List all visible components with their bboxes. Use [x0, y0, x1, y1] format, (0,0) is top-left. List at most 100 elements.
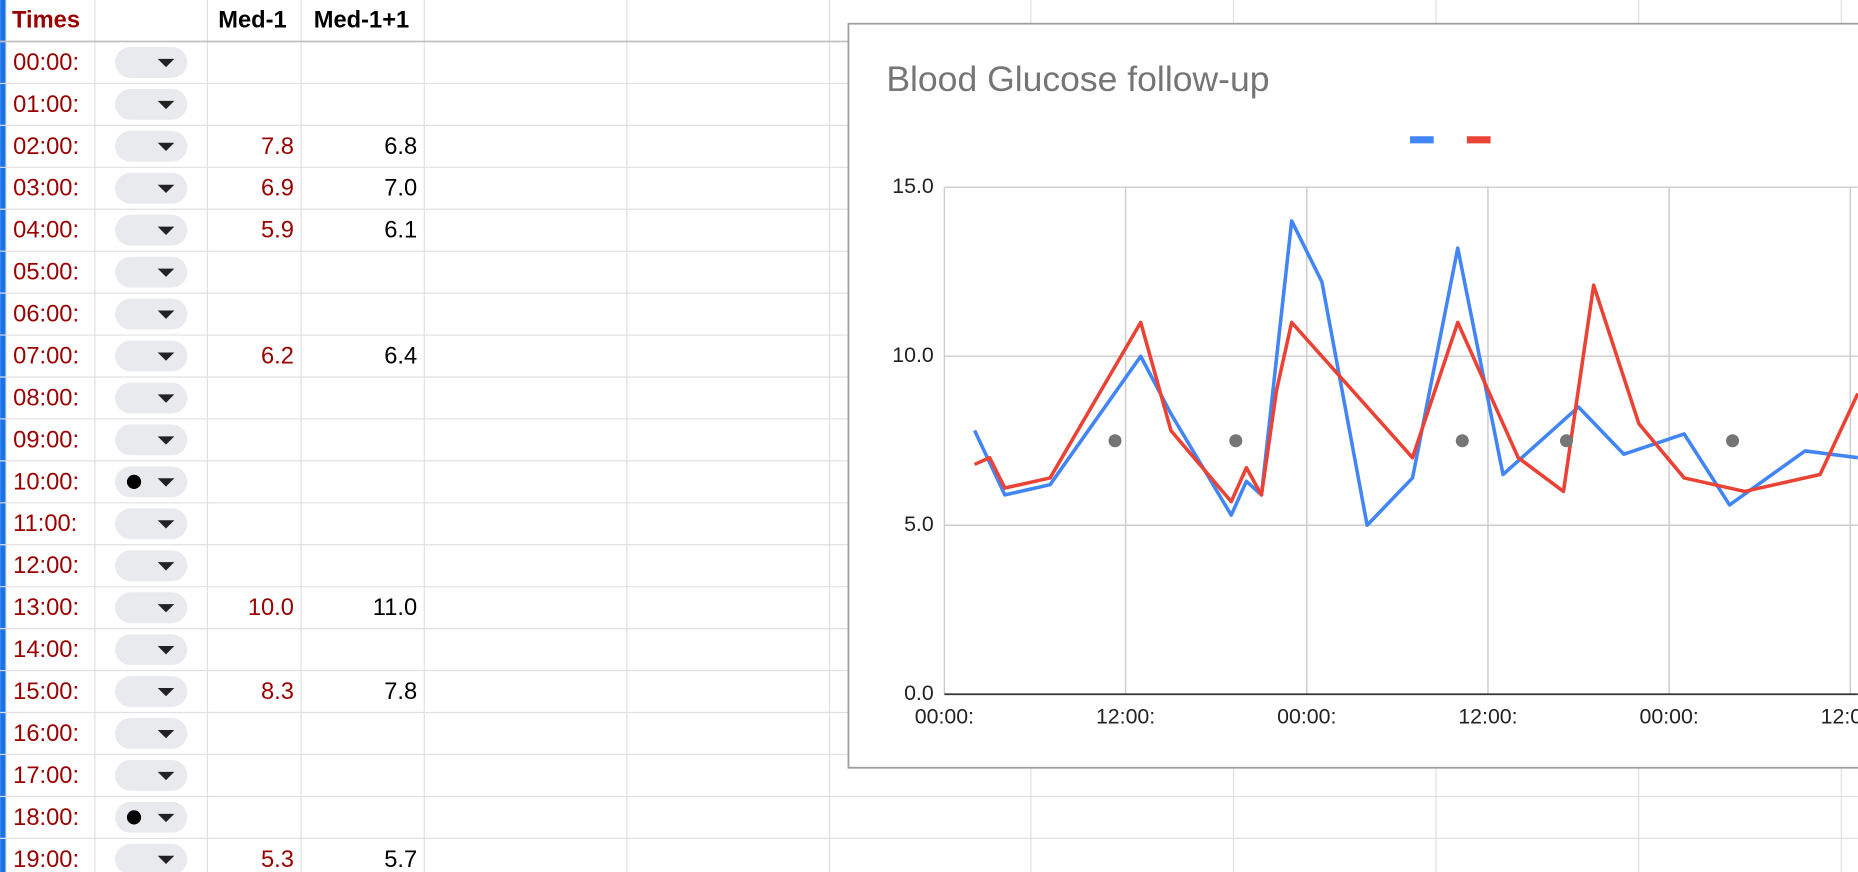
time-cell: 13:00: — [13, 595, 79, 621]
row-selector — [0, 0, 7, 872]
event-dot — [126, 810, 142, 825]
time-cell: 17:00: — [13, 763, 79, 789]
med1-cell: 10.0 — [248, 595, 294, 621]
dropdown[interactable] — [115, 718, 188, 749]
time-cell: 15:00: — [13, 679, 79, 705]
med1-cell: 5.3 — [261, 847, 294, 872]
dropdown-arrow — [157, 352, 175, 361]
dropdown[interactable] — [115, 634, 188, 666]
dropdown[interactable] — [115, 88, 188, 120]
med2-cell: 7.8 — [384, 679, 417, 705]
dropdown[interactable] — [115, 47, 188, 78]
time-cell: 08:00: — [13, 385, 79, 411]
event-point — [1726, 434, 1740, 448]
dropdown[interactable] — [115, 550, 188, 582]
dropdown-arrow — [157, 646, 175, 655]
time-cell: 09:00: — [13, 427, 79, 453]
dropdown[interactable] — [115, 256, 188, 288]
dropdown[interactable] — [115, 172, 188, 204]
y-tick-label: 15.0 — [892, 174, 934, 198]
chart-frame — [847, 22, 1858, 769]
x-tick-label: 00:00: — [1277, 705, 1336, 729]
dropdown-arrow — [157, 855, 175, 865]
med1-cell: 6.2 — [261, 343, 294, 369]
dropdown[interactable] — [115, 340, 188, 372]
series-line — [973, 219, 1858, 527]
time-cell: 02:00: — [13, 134, 79, 160]
dropdown[interactable] — [115, 676, 188, 707]
med1-cell: 6.9 — [261, 176, 294, 202]
event-point — [1108, 434, 1122, 448]
time-cell: 04:00: — [13, 218, 79, 244]
med1-cell: 5.9 — [261, 218, 294, 244]
x-tick-label: 12:00: — [1821, 705, 1858, 729]
dropdown-arrow — [157, 729, 175, 739]
dropdown[interactable] — [115, 466, 188, 498]
dropdown[interactable] — [115, 760, 188, 791]
dropdown-arrow — [157, 58, 175, 68]
dropdown-arrow — [157, 771, 175, 781]
dropdown-arrow — [157, 310, 175, 319]
sheet-cells: Times Med-1 Med-1+1 00:00: 01:00: 02:00: 7.8 6.… — [12, 8, 417, 872]
dropdown[interactable] — [115, 382, 188, 414]
legend-swatch — [1466, 136, 1491, 144]
dropdown[interactable] — [115, 298, 188, 330]
time-cell: 18:00: — [13, 805, 79, 831]
dropdown-arrow — [157, 394, 175, 403]
series-line — [973, 283, 1858, 504]
time-cell: 16:00: — [13, 721, 79, 747]
dropdown-arrow — [157, 142, 175, 152]
dropdown-arrow — [157, 436, 175, 445]
x-tick-label: 00:00: — [915, 705, 974, 729]
dropdown[interactable] — [115, 214, 188, 246]
time-cell: 14:00: — [13, 637, 79, 663]
legend-swatch — [1410, 136, 1434, 144]
dropdown-arrow — [157, 520, 175, 529]
event-point — [1559, 434, 1573, 448]
dropdown-arrow — [157, 813, 175, 823]
dropdown-arrow — [157, 604, 175, 613]
dropdown[interactable] — [115, 592, 188, 624]
dropdown[interactable] — [115, 130, 188, 162]
dropdown[interactable] — [115, 424, 188, 456]
y-tick-label: 0.0 — [904, 681, 934, 705]
med2-cell: 11.0 — [373, 595, 417, 621]
dropdown-arrow — [157, 478, 175, 487]
med2-cell: 7.0 — [384, 176, 417, 202]
time-cell: 12:00: — [13, 553, 79, 579]
dropdown-arrow — [157, 100, 175, 110]
time-cell: 07:00: — [13, 343, 79, 369]
med2-cell: 6.1 — [384, 218, 417, 244]
x-tick-label: 12:00: — [1458, 705, 1517, 729]
y-tick-label: 10.0 — [892, 343, 934, 367]
dropdown[interactable] — [115, 843, 188, 872]
dropdown-arrow — [157, 226, 175, 235]
header-med1: Med-1 — [218, 8, 286, 34]
dropdown[interactable] — [115, 801, 188, 833]
dropdown-arrow — [157, 688, 175, 697]
event-dot — [126, 474, 142, 489]
med2-cell: 5.7 — [384, 847, 417, 872]
dropdown-arrow — [157, 184, 175, 194]
event-point — [1455, 434, 1469, 448]
dropdown-arrow — [157, 268, 175, 277]
med2-cell: 6.4 — [384, 343, 417, 369]
x-tick-label: 00:00: — [1640, 705, 1699, 729]
med2-cell: 6.8 — [384, 134, 417, 160]
event-point — [1229, 434, 1243, 448]
med1-cell: 7.8 — [261, 134, 294, 160]
x-tick-label: 12:00: — [1096, 705, 1155, 729]
chart-title: Blood Glucose follow-up — [886, 59, 1269, 99]
dropdown-arrow — [157, 562, 175, 571]
dropdown[interactable] — [115, 508, 188, 540]
time-cell: 10:00: — [13, 469, 79, 495]
time-cell: 00:00: — [13, 50, 79, 76]
header-med2: Med-1+1 — [314, 8, 409, 34]
header-times: Times — [12, 8, 80, 34]
time-cell: 06:00: — [13, 302, 79, 328]
time-cell: 03:00: — [13, 176, 79, 202]
chart: Blood Glucose follow-up 0.0 5.0 10.0 15.0 00… — [847, 22, 1858, 769]
med1-cell: 8.3 — [261, 679, 294, 705]
